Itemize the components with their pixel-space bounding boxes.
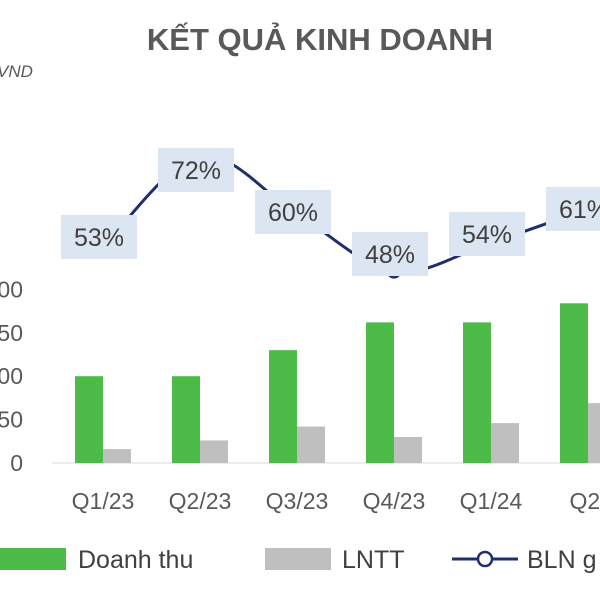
bar-lntt — [200, 440, 228, 463]
legend-line-marker — [476, 550, 494, 568]
legend-swatch-lntt — [265, 548, 331, 570]
bar-lntt — [491, 423, 519, 463]
x-tick-label: Q2/ — [569, 488, 600, 514]
x-tick-label: Q2/23 — [169, 488, 232, 514]
bar-doanh-thu — [560, 303, 588, 463]
y-tick-label: 50 — [0, 320, 23, 346]
legend: Doanh thu LNTT BLN g — [0, 546, 596, 574]
legend-swatch-doanh-thu — [0, 548, 66, 570]
data-label: 48% — [365, 241, 415, 269]
y-tick-label: 00 — [0, 276, 23, 302]
legend-label-doanh-thu: Doanh thu — [78, 546, 193, 574]
data-label: 72% — [171, 157, 221, 185]
y-tick-label: 0 — [10, 450, 23, 476]
legend-label-bln-gop: BLN g — [527, 546, 596, 574]
x-axis-ticks: Q1/23 Q2/23 Q3/23 Q4/23 Q1/24 Q2/ — [72, 488, 600, 514]
bar-lntt — [103, 449, 131, 463]
data-label: 53% — [74, 224, 124, 252]
data-label-box — [158, 148, 234, 192]
data-label: 61% — [559, 196, 600, 224]
data-label-box — [255, 190, 331, 234]
x-tick-label: Q1/24 — [460, 488, 523, 514]
data-label-box — [61, 215, 137, 259]
bar-lntt — [394, 436, 422, 463]
bar-doanh-thu — [172, 376, 200, 463]
data-label-box — [546, 187, 600, 231]
legend-label-lntt: LNTT — [342, 546, 405, 574]
bar-doanh-thu — [269, 350, 297, 463]
data-label-box — [352, 232, 428, 276]
bar-lntt — [588, 403, 600, 463]
line-data-labels: 53% 72% 60% 48% 54% 61% — [61, 148, 600, 276]
x-tick-label: Q4/23 — [363, 488, 426, 514]
bar-doanh-thu — [463, 322, 491, 463]
bar-lntt — [297, 426, 325, 463]
data-label-box — [449, 212, 525, 256]
x-tick-label: Q1/23 — [72, 488, 135, 514]
chart-title: KẾT QUẢ KINH DOANH — [147, 22, 493, 57]
y-axis-ticks: 0 50 00 50 00 — [0, 276, 23, 476]
unit-label: VND — [0, 62, 33, 81]
x-tick-label: Q3/23 — [266, 488, 329, 514]
y-tick-label: 50 — [0, 407, 23, 433]
data-label: 54% — [462, 221, 512, 249]
bar-doanh-thu — [366, 322, 394, 463]
bar-series — [75, 303, 600, 463]
data-label: 60% — [268, 199, 318, 227]
bar-doanh-thu — [75, 376, 103, 463]
y-tick-label: 00 — [0, 363, 23, 389]
